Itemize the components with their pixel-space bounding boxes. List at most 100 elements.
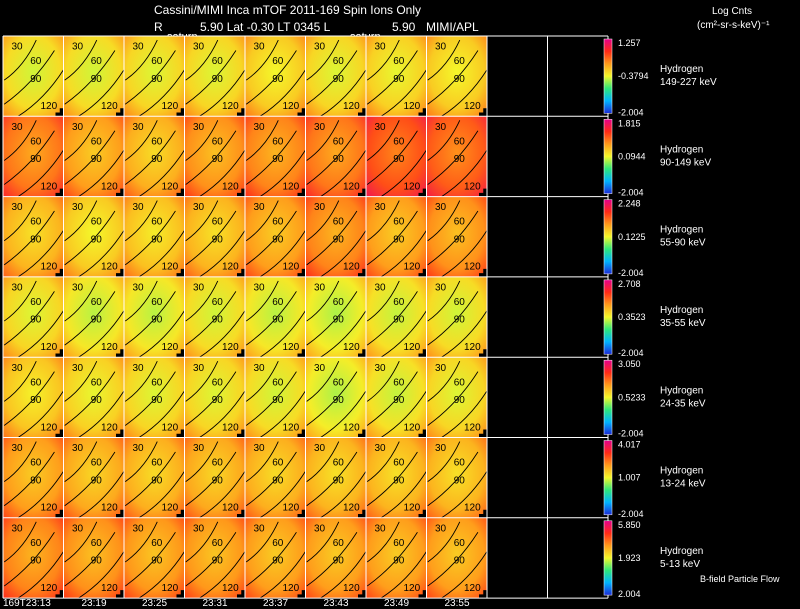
contour-line bbox=[245, 39, 279, 81]
panel-fill bbox=[366, 517, 427, 599]
time-label: 23:55 bbox=[445, 598, 470, 609]
contour-line bbox=[427, 532, 479, 587]
contour-line bbox=[366, 291, 418, 346]
panel-fill bbox=[184, 36, 245, 117]
contour-line bbox=[78, 149, 125, 197]
image-panel: 30 60 90 120 bbox=[124, 517, 189, 603]
contour-line bbox=[185, 361, 219, 402]
contour-label: 90 bbox=[30, 556, 42, 567]
contour-label: 60 bbox=[30, 538, 42, 549]
contour-label: 60 bbox=[454, 217, 466, 228]
contour-line bbox=[259, 230, 306, 278]
colorbar-max-label: 4.017 bbox=[618, 440, 641, 450]
contour-label: 90 bbox=[272, 154, 284, 165]
contour-label: 90 bbox=[272, 475, 284, 486]
contour-label: 60 bbox=[272, 377, 284, 388]
contour-label: 60 bbox=[272, 217, 284, 228]
contour-line bbox=[427, 441, 461, 483]
contour-label: 30 bbox=[132, 523, 144, 534]
contour-line bbox=[245, 200, 279, 242]
panel-fill bbox=[184, 116, 245, 197]
contour-line bbox=[320, 230, 367, 278]
image-panel: 30 60 90 120 bbox=[3, 276, 68, 362]
contour-label: 90 bbox=[91, 556, 103, 567]
contour-label: 30 bbox=[132, 202, 144, 213]
panel-fill bbox=[184, 357, 245, 438]
contour-line bbox=[306, 200, 340, 242]
contour-label: 60 bbox=[333, 377, 345, 388]
contour-label: 60 bbox=[151, 377, 163, 388]
colorbar-min-label: -2.004 bbox=[618, 188, 644, 198]
contour-label: 90 bbox=[333, 234, 345, 245]
contour-line bbox=[380, 470, 427, 519]
contour-label: 120 bbox=[404, 503, 421, 514]
contour-label: 120 bbox=[464, 181, 481, 192]
image-panel: 30 60 90 120 bbox=[184, 517, 249, 603]
contour-line bbox=[366, 280, 400, 322]
contour-label: 120 bbox=[404, 342, 421, 353]
contour-line bbox=[185, 130, 237, 185]
contour-label: 30 bbox=[314, 443, 326, 454]
contour-line bbox=[306, 441, 340, 483]
contour-label: 30 bbox=[193, 283, 205, 294]
contour-line bbox=[320, 69, 367, 117]
contour-line bbox=[64, 280, 98, 322]
contour-line bbox=[366, 210, 418, 266]
panel-fill bbox=[366, 437, 427, 518]
image-panel: 30 60 90 120 bbox=[245, 116, 310, 201]
colorbar-min-label: -2.004 bbox=[618, 429, 644, 439]
contour-label: 120 bbox=[41, 422, 58, 433]
contour-line bbox=[78, 551, 125, 599]
contour-label: 120 bbox=[404, 422, 421, 433]
contour-label: 60 bbox=[393, 297, 405, 308]
panel-fill bbox=[124, 196, 185, 277]
panel-fill bbox=[184, 276, 245, 358]
contour-line bbox=[245, 130, 297, 185]
contour-line bbox=[3, 521, 37, 563]
contour-label: 90 bbox=[91, 315, 103, 326]
contour-line bbox=[64, 50, 116, 105]
colorbar-max-label: 3.050 bbox=[618, 359, 641, 369]
contour-label: 90 bbox=[212, 74, 224, 85]
contour-label: 90 bbox=[454, 154, 466, 165]
panel-fill bbox=[366, 116, 427, 197]
contour-label: 120 bbox=[283, 342, 300, 353]
contour-line bbox=[124, 451, 176, 507]
image-panel: 30 60 90 120 bbox=[63, 196, 128, 281]
contour-label: 60 bbox=[272, 136, 284, 147]
contour-line bbox=[64, 120, 98, 161]
contour-line bbox=[245, 50, 297, 105]
contour-label: 60 bbox=[151, 297, 163, 308]
contour-label: 120 bbox=[222, 503, 239, 514]
contour-label: 30 bbox=[11, 122, 23, 133]
contour-label: 90 bbox=[212, 556, 224, 567]
contour-label: 90 bbox=[333, 395, 345, 406]
contour-label: 120 bbox=[101, 262, 118, 273]
header-r-label: R bbox=[154, 20, 163, 34]
panel-fill bbox=[245, 517, 306, 599]
contour-line bbox=[185, 532, 237, 587]
contour-line bbox=[17, 470, 64, 519]
contour-label: 120 bbox=[41, 503, 58, 514]
contour-line bbox=[306, 280, 340, 322]
contour-label: 90 bbox=[151, 234, 163, 245]
colorbar-min-label: -2.004 bbox=[618, 107, 644, 117]
contour-label: 60 bbox=[151, 217, 163, 228]
contour-line bbox=[185, 280, 219, 322]
contour-line bbox=[124, 521, 158, 563]
contour-label: 90 bbox=[30, 315, 42, 326]
contour-label: 60 bbox=[212, 538, 224, 549]
contour-line bbox=[64, 441, 98, 483]
panel-fill bbox=[124, 357, 185, 438]
contour-line bbox=[185, 441, 219, 483]
contour-line bbox=[366, 451, 418, 507]
contour-label: 90 bbox=[30, 234, 42, 245]
contour-line bbox=[366, 532, 418, 587]
contour-label: 30 bbox=[11, 443, 23, 454]
contour-label: 90 bbox=[212, 154, 224, 165]
species-label: Hydrogen bbox=[660, 64, 703, 75]
contour-label: 120 bbox=[41, 101, 58, 112]
contour-label: 60 bbox=[91, 458, 103, 469]
panel-fill bbox=[305, 116, 366, 197]
contour-line bbox=[138, 470, 185, 519]
